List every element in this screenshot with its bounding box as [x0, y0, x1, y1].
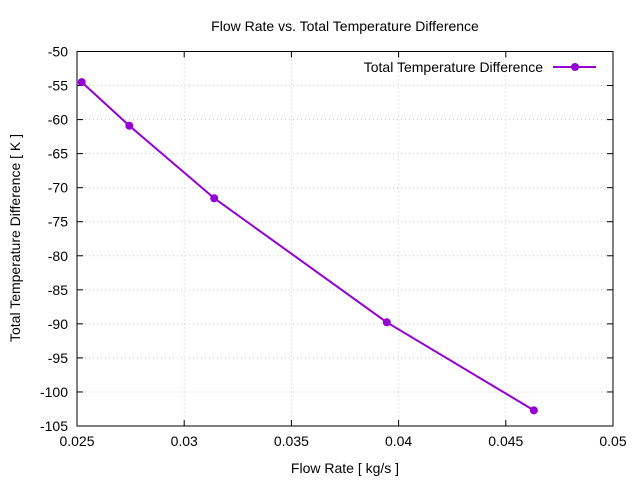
data-point	[77, 78, 86, 87]
x-tick-label: 0.03	[171, 433, 198, 449]
x-tick-label: 0.045	[488, 433, 523, 449]
x-tick-label: 0.035	[274, 433, 309, 449]
legend: Total Temperature Difference	[364, 59, 596, 75]
y-axis-label: Total Temperature Difference [ K ]	[7, 134, 23, 342]
data-point	[125, 121, 134, 130]
y-tick-label: -80	[48, 248, 68, 264]
y-tick-label: -75	[48, 214, 68, 230]
grid	[77, 51, 613, 426]
y-tick-label: -60	[48, 112, 68, 128]
chart-title: Flow Rate vs. Total Temperature Differen…	[211, 18, 479, 34]
y-tick-label: -65	[48, 146, 68, 162]
legend-marker	[571, 63, 579, 71]
plot-frame	[76, 51, 614, 427]
series	[77, 78, 538, 415]
data-point	[382, 318, 391, 327]
data-point	[529, 406, 538, 415]
y-tick-label: -50	[48, 44, 68, 60]
y-tick-label: -85	[48, 282, 68, 298]
y-tick-label: -95	[48, 350, 68, 366]
ticks: 0.025 0.03 0.035 0.04 0.045 0.05 -105 -100 -95 -9…	[40, 44, 627, 450]
y-tick-label: -90	[48, 316, 68, 332]
x-tick-label: 0.025	[59, 433, 94, 449]
x-tick-label: 0.05	[599, 433, 626, 449]
y-tick-label: -105	[40, 418, 68, 434]
series-line	[81, 81, 535, 412]
x-axis-label: Flow Rate [ kg/s ]	[291, 460, 399, 476]
y-tick-label: -55	[48, 78, 68, 94]
x-tick-label: 0.04	[385, 433, 412, 449]
data-point	[210, 194, 219, 203]
y-tick-label: -70	[48, 180, 68, 196]
legend-label: Total Temperature Difference	[364, 59, 543, 75]
y-tick-label: -100	[40, 384, 68, 400]
